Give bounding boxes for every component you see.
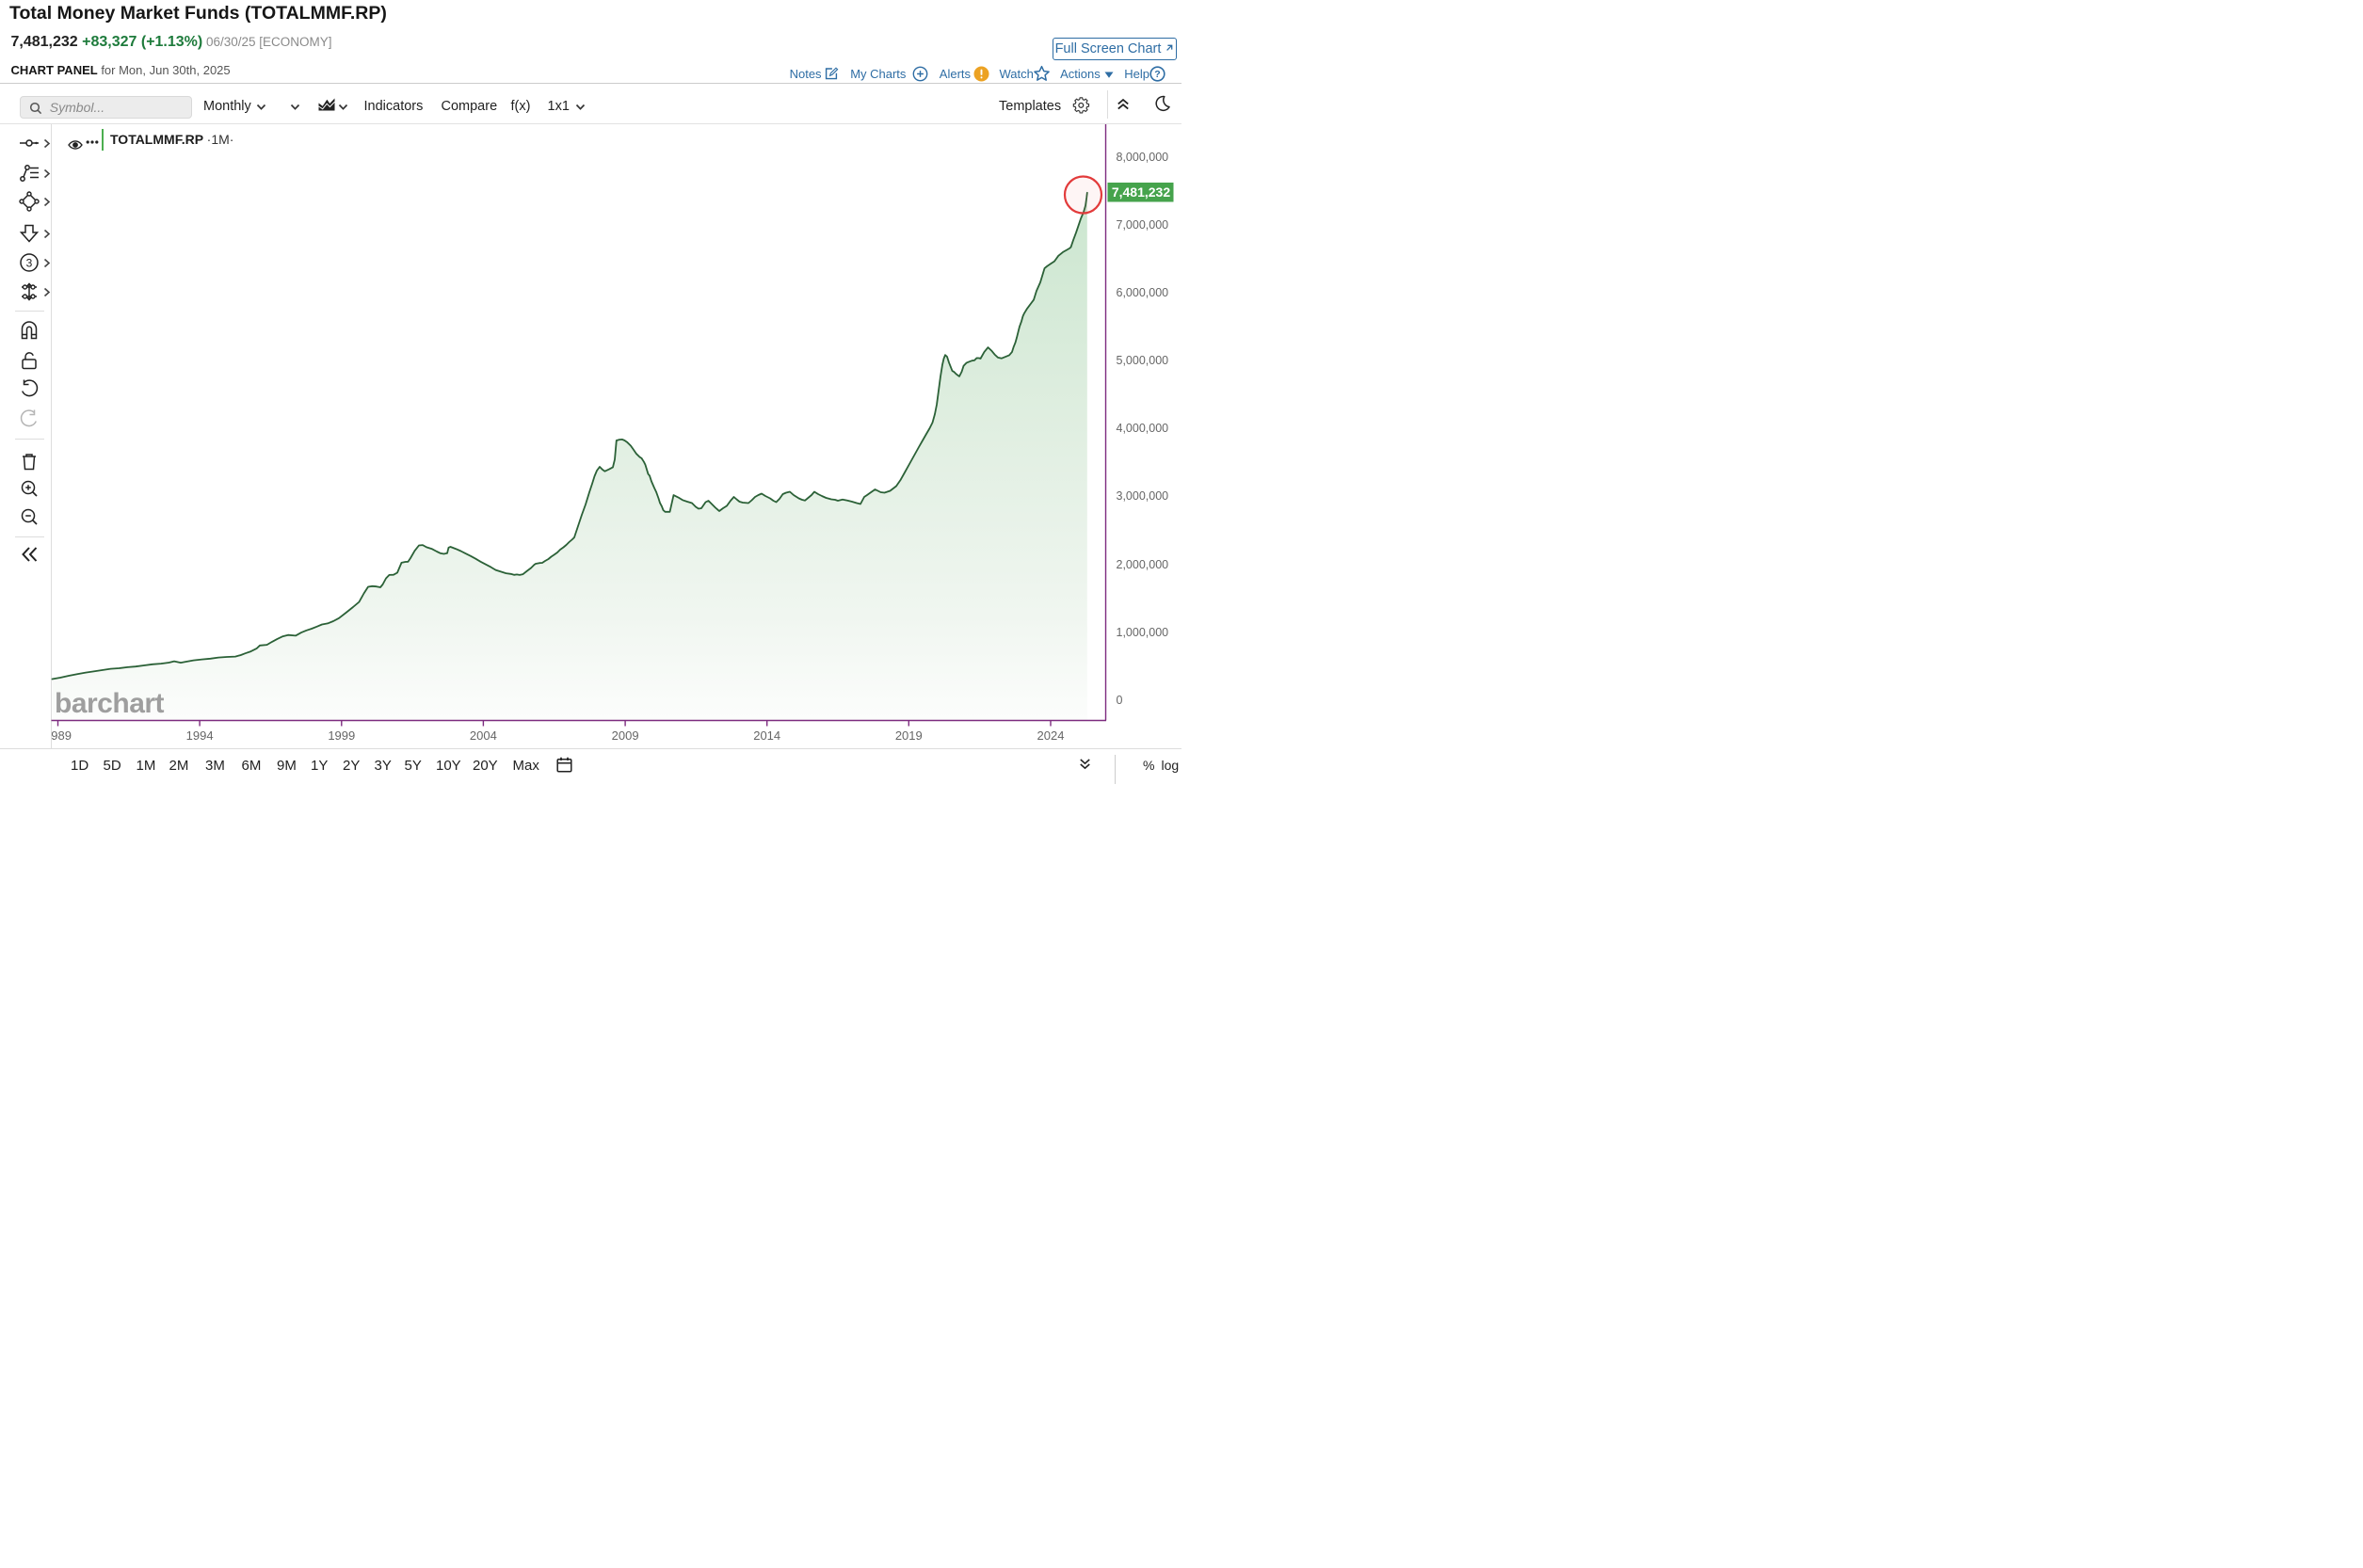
svg-text:?: ? <box>1154 69 1160 80</box>
svg-text:3: 3 <box>26 257 33 270</box>
svg-text:7,481,232: 7,481,232 <box>1112 184 1170 200</box>
